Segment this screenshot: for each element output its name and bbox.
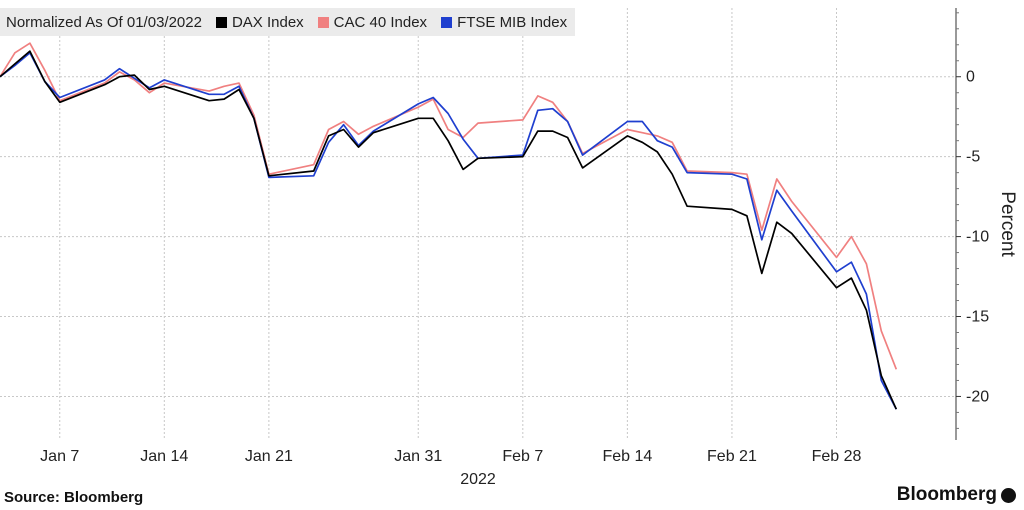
x-tick-label: Feb 21: [707, 448, 757, 465]
x-tick-label: Feb 28: [812, 448, 862, 465]
y-tick-label: -10: [966, 229, 989, 246]
legend-swatch-cac: [317, 16, 329, 28]
y-tick-label: 0: [966, 69, 975, 86]
y-tick-label: -20: [966, 388, 989, 405]
x-tick-label: Jan 21: [245, 448, 293, 465]
brand-mark-icon: [1001, 487, 1016, 503]
chart-axes: [955, 8, 961, 440]
x-tick-label: Jan 14: [140, 448, 188, 465]
legend: Normalized As Of 01/03/2022 DAX Index CA…: [0, 8, 576, 36]
brand-name: Bloomberg: [896, 484, 997, 505]
x-axis-year-label: 2022: [460, 471, 496, 488]
series-lines: [0, 42, 898, 410]
legend-swatch-dax: [215, 16, 227, 28]
y-tick-label: -5: [966, 149, 980, 166]
brand-logo: Bloomberg: [897, 484, 1016, 506]
x-tick-label: Feb 7: [502, 448, 543, 465]
legend-label-ftse: FTSE MIB Index: [457, 13, 568, 31]
series-line-dax: [0, 50, 898, 410]
legend-item-ftse: FTSE MIB Index: [441, 14, 567, 31]
legend-item-dax: DAX Index: [215, 13, 304, 31]
x-tick-labels: Jan 7 Jan 14 Jan 21 Jan 31 Feb 7 Feb 14 Feb 21…: [40, 448, 861, 465]
x-tick-label: Jan 7: [40, 448, 79, 465]
series-line-cac: [0, 42, 898, 370]
legend-title: Normalized As Of 01/03/2022: [6, 13, 202, 31]
legend-label-dax: DAX Index: [231, 13, 304, 31]
y-axis-label: Percent: [997, 191, 1018, 257]
grid-lines: [0, 8, 956, 438]
y-tick-label: -15: [966, 309, 989, 326]
x-tick-label: Feb 14: [602, 448, 652, 465]
legend-swatch-ftse: [441, 16, 453, 28]
legend-label-cac: CAC 40 Index: [333, 13, 428, 31]
x-tick-label: Jan 31: [394, 448, 442, 465]
y-tick-labels: 0 -5 -10 -15 -20: [966, 69, 989, 406]
legend-item-cac: CAC 40 Index: [317, 13, 428, 31]
series-line-ftse: [0, 51, 898, 410]
source-note: Source: Bloomberg: [4, 489, 144, 506]
